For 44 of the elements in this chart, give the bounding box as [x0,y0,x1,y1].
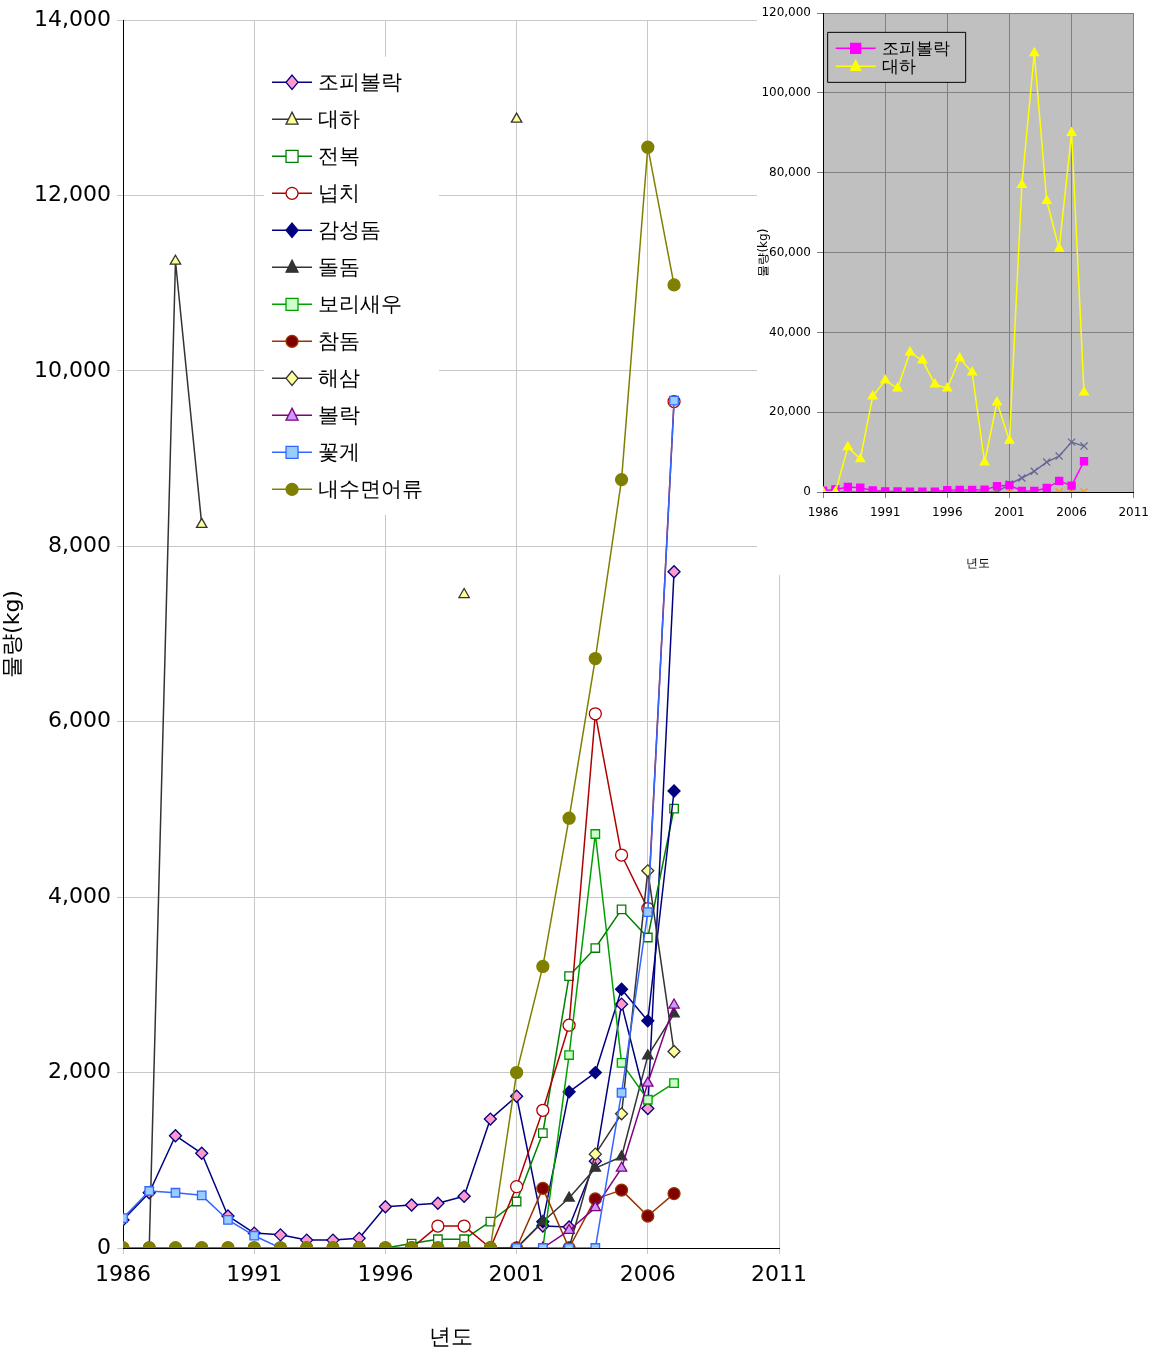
y-tick-label: 60,000 [769,244,811,259]
y-tick-label: 4,000 [48,882,111,908]
legend-label: 해삼 [318,365,361,390]
x-axis-title: 년도 [429,1323,473,1349]
y-tick-label: 12,000 [34,181,111,207]
legend-label: 꽃게 [318,439,361,464]
legend-label: 참돔 [318,328,361,353]
y-tick-label: 10,000 [34,356,111,382]
x-tick-label: 1996 [357,1260,414,1286]
y-tick-label: 20,000 [769,404,811,419]
x-tick-label: 1986 [95,1260,151,1286]
x-tick-label: 2006 [619,1260,676,1286]
y-tick-label: 6,000 [48,707,111,733]
y-tick-label: 14,000 [34,5,111,31]
y-tick-label: 0 [803,484,811,499]
y-tick-label: 80,000 [769,164,811,179]
x-tick-label: 2001 [488,1260,545,1286]
legend-label: 보리새우 [318,291,403,316]
y-tick-label: 0 [97,1233,111,1259]
x-tick-label: 1996 [932,505,963,520]
legend-label: 전복 [318,143,361,168]
y-tick-label: 120,000 [761,5,811,20]
legend-label: 넙치 [318,180,361,205]
y-axis-title: 물량(kg) [756,228,771,277]
x-tick-label: 1991 [226,1260,283,1286]
y-tick-label: 2,000 [48,1058,111,1084]
legend-label: 돌돔 [318,254,361,279]
legend-label: 대하 [318,106,361,131]
legend-label: 감성돔 [318,217,382,242]
y-axis-title: 물량(kg) [0,590,24,678]
x-axis-title: 년도 [966,555,991,570]
legend-label: 내수면어류 [318,476,424,501]
y-tick-label: 8,000 [48,532,111,557]
legend-label: 조피볼락 [881,37,950,58]
y-tick-label: 40,000 [769,324,811,339]
x-tick-label: 2011 [751,1260,808,1286]
x-tick-label: 2001 [994,505,1025,520]
legend-label: 볼락 [318,402,361,427]
x-tick-label: 1991 [869,505,901,520]
y-tick-label: 100,000 [761,85,811,100]
x-tick-label: 2011 [1118,505,1149,520]
legend-label: 조피볼락 [318,69,403,94]
x-tick-label: 1986 [807,505,839,520]
x-tick-label: 2006 [1056,505,1087,520]
